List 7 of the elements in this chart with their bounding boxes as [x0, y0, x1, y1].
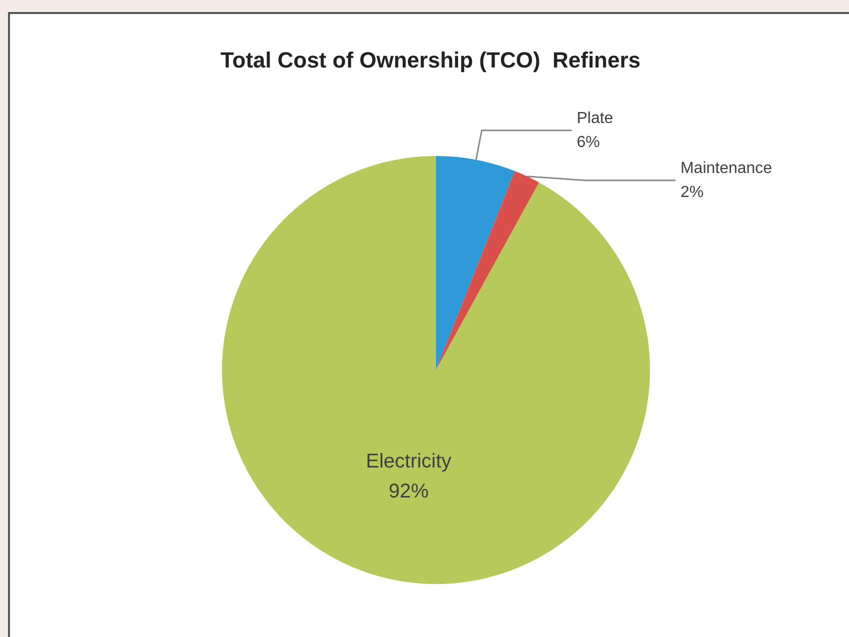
data-label: 92%	[388, 480, 429, 503]
slice-label: Electricity	[366, 450, 452, 473]
slice-label: Plate	[576, 110, 614, 127]
slice-label: Maintenance	[680, 160, 772, 177]
data-label: 6%	[576, 134, 600, 151]
data-label: 2%	[680, 184, 704, 201]
chart-title: Total Cost of Ownership (TCO) Refiners	[220, 48, 641, 72]
